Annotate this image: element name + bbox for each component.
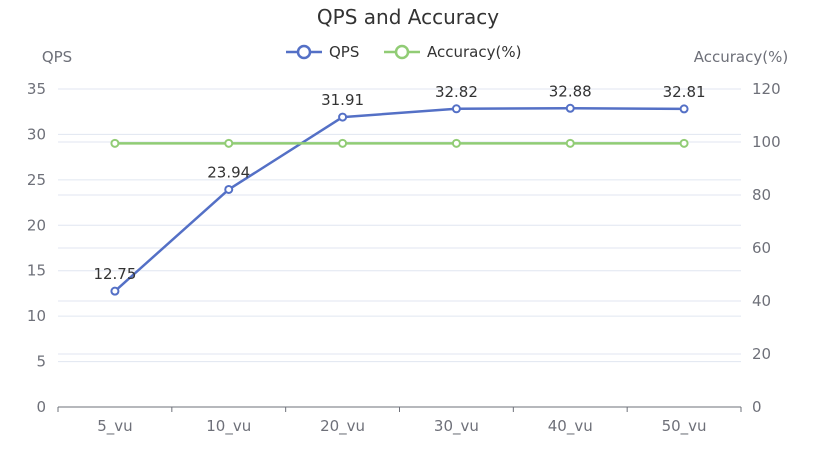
left-tick-label: 30 [27, 125, 46, 143]
data-label: 12.75 [93, 265, 136, 283]
legend-swatch-marker [394, 44, 410, 60]
series-1-point[interactable] [224, 138, 234, 148]
right-tick-label: 20 [752, 345, 771, 363]
chart-title: QPS and Accuracy [317, 5, 499, 29]
left-tick-label: 25 [27, 171, 46, 189]
x-tick-label: 30_vu [434, 417, 479, 436]
legend-swatch-marker [296, 44, 312, 60]
series-layer: 12.75 23.94 31.91 32.82 32.88 32.81 [93, 82, 706, 296]
axes: 0 5 10 15 20 25 30 35 0 20 40 60 80 100 120 5_vu 10_vu 20… [27, 80, 781, 436]
series-1-point[interactable] [110, 138, 120, 148]
right-tick-label: 60 [752, 239, 771, 257]
data-label: 31.91 [321, 91, 364, 109]
left-tick-label: 35 [27, 80, 46, 98]
left-tick-label: 5 [36, 353, 46, 371]
series-line-0 [114, 107, 685, 293]
left-axis-title: QPS [42, 48, 72, 66]
series-0-point[interactable] [451, 104, 461, 114]
right-tick-label: 80 [752, 186, 771, 204]
right-axis-title: Accuracy(%) [694, 48, 788, 66]
left-tick-label: 15 [27, 262, 46, 280]
left-tick-label: 10 [27, 307, 46, 325]
data-label: 32.81 [663, 83, 706, 101]
legend-item-1[interactable]: Accuracy(%) [384, 43, 521, 61]
series-1-point[interactable] [679, 138, 689, 148]
left-tick-label: 0 [36, 398, 46, 416]
legend-label: Accuracy(%) [427, 43, 521, 61]
data-label: 23.94 [207, 163, 250, 181]
series-0-point[interactable] [679, 104, 689, 114]
x-tick-label: 20_vu [320, 417, 365, 436]
right-tick-label: 40 [752, 292, 771, 310]
legend[interactable]: QPS Accuracy(%) [286, 43, 521, 61]
data-label: 32.82 [435, 83, 478, 101]
right-tick-label: 100 [752, 133, 781, 151]
series-1-point[interactable] [451, 138, 461, 148]
grid-lines [58, 88, 741, 363]
series-1-point[interactable] [338, 138, 348, 148]
legend-label: QPS [329, 43, 359, 61]
right-tick-label: 0 [752, 398, 762, 416]
series-0-point[interactable] [110, 286, 120, 296]
right-tick-label: 120 [752, 80, 781, 98]
x-tick-label: 40_vu [548, 417, 593, 436]
series-0-point[interactable] [565, 103, 575, 113]
data-label: 32.88 [549, 82, 592, 100]
x-tick-label: 50_vu [662, 417, 707, 436]
series-0-point[interactable] [224, 184, 234, 194]
series-1-point[interactable] [565, 138, 575, 148]
left-tick-label: 20 [27, 216, 46, 234]
legend-item-0[interactable]: QPS [286, 43, 359, 61]
x-tick-label: 5_vu [97, 417, 132, 436]
series-0-point[interactable] [338, 112, 348, 122]
x-tick-label: 10_vu [206, 417, 251, 436]
